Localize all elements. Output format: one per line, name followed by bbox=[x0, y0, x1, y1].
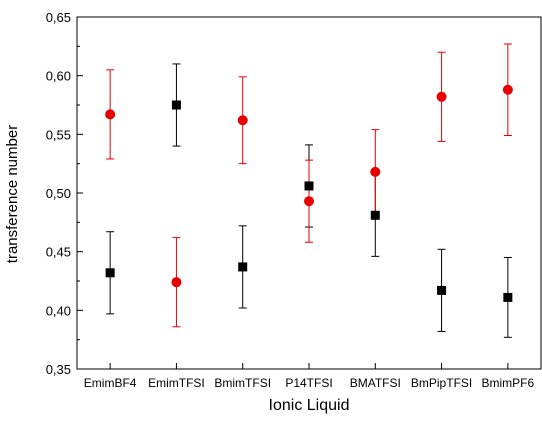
data-point-circle bbox=[171, 277, 182, 288]
data-point-square bbox=[238, 262, 248, 272]
y-tick-label: 0,40 bbox=[46, 303, 71, 318]
data-point-square bbox=[370, 210, 380, 220]
x-tick-label: BmPipTFSI bbox=[411, 376, 472, 390]
x-tick-label: BmimTFSI bbox=[214, 376, 271, 390]
data-point-circle bbox=[436, 91, 447, 102]
data-point-square bbox=[437, 285, 447, 295]
x-tick-label: BMATFSI bbox=[350, 376, 401, 390]
y-tick-label: 0,45 bbox=[46, 245, 71, 260]
data-point-square bbox=[304, 181, 314, 191]
x-axis-label: Ionic Liquid bbox=[269, 397, 350, 414]
data-point-circle bbox=[105, 109, 116, 120]
y-axis-label: transference number bbox=[4, 125, 21, 263]
x-tick-label: BmimPF6 bbox=[482, 376, 535, 390]
data-point-circle bbox=[370, 166, 381, 177]
data-point-square bbox=[171, 100, 181, 110]
x-tick-label: P14TFSI bbox=[285, 376, 332, 390]
data-point-circle bbox=[304, 196, 314, 207]
data-point-square bbox=[105, 268, 115, 278]
data-markers bbox=[105, 84, 513, 302]
data-point-circle bbox=[502, 84, 513, 95]
error-bars bbox=[106, 43, 512, 338]
y-tick-label: 0,65 bbox=[46, 10, 71, 25]
y-tick-label: 0,50 bbox=[46, 186, 71, 201]
x-tick-label: EmimBF4 bbox=[84, 376, 137, 390]
x-tick-label: EmimTFSI bbox=[148, 376, 205, 390]
y-tick-label: 0,55 bbox=[46, 127, 71, 142]
axes bbox=[76, 16, 542, 370]
data-point-circle bbox=[237, 115, 248, 126]
y-tick-label: 0,60 bbox=[46, 69, 71, 84]
tick-labels: 0,35 0,40 0,45 0,50 0,55 0,60 0,65 EmimBF4 EmimT… bbox=[46, 10, 535, 390]
data-point-square bbox=[503, 292, 513, 302]
y-tick-label: 0,35 bbox=[46, 362, 71, 377]
